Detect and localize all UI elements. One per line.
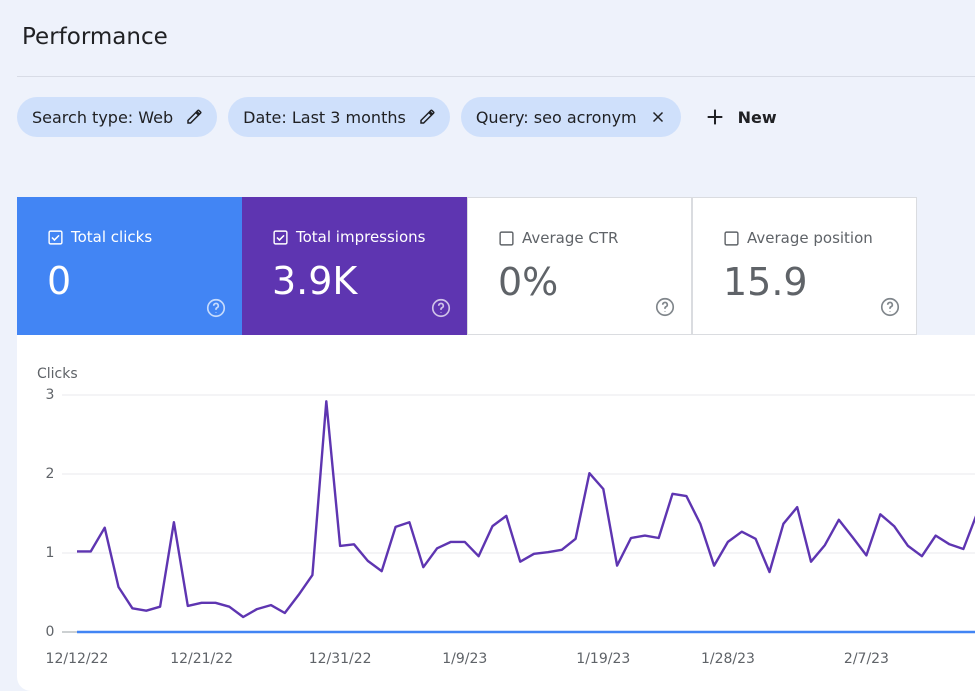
x-tick-label: 12/31/22 (309, 651, 372, 667)
x-tick-label: 1/28/23 (701, 651, 755, 667)
series-line (77, 401, 975, 617)
x-tick-label: 12/12/22 (46, 651, 109, 667)
x-tick-label: 2/7/23 (844, 651, 889, 667)
y-tick-label: 3 (46, 387, 55, 403)
x-tick-label: 1/19/23 (576, 651, 630, 667)
y-tick-label: 0 (46, 624, 55, 640)
y-tick-label: 2 (46, 466, 55, 482)
x-tick-label: 1/9/23 (442, 651, 487, 667)
y-tick-label: 1 (46, 545, 55, 561)
x-tick-label: 12/21/22 (170, 651, 233, 667)
y-axis-label: Clicks (37, 366, 78, 382)
